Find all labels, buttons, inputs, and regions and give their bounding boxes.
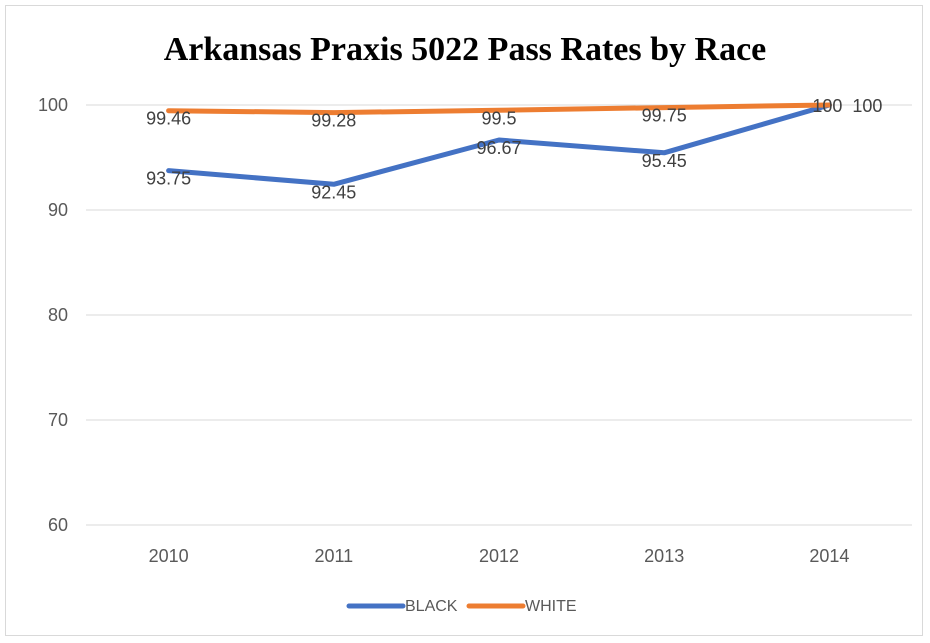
series-line-white <box>166 102 832 116</box>
chart-frame: Arkansas Praxis 5022 Pass Rates by Race … <box>5 5 923 636</box>
legend-label-white: WHITE <box>525 598 577 615</box>
series-line-black <box>166 102 832 187</box>
data-label-white: 99.28 <box>311 111 356 131</box>
data-label-white: 99.46 <box>146 109 191 129</box>
legend: BLACK WHITE <box>346 598 577 615</box>
data-label-white: 100 <box>852 96 882 116</box>
x-tick-label: 2011 <box>314 546 353 566</box>
y-tick-label: 80 <box>48 305 68 325</box>
series-lines <box>166 102 832 187</box>
gridlines <box>86 104 912 526</box>
y-tick-label: 70 <box>48 410 68 430</box>
data-label-black: 93.75 <box>146 169 191 189</box>
data-label-white: 99.5 <box>481 108 516 128</box>
legend-label-black: BLACK <box>405 598 458 615</box>
data-label-black: 100 <box>812 96 842 116</box>
y-tick-label: 60 <box>48 515 68 535</box>
data-label-white: 99.75 <box>642 106 687 126</box>
x-axis-ticks: 2010 2011 2012 2013 2014 <box>149 546 850 566</box>
x-tick-label: 2012 <box>479 546 519 566</box>
y-tick-label: 100 <box>38 95 68 115</box>
chart-title: Arkansas Praxis 5022 Pass Rates by Race <box>164 31 767 68</box>
data-label-black: 96.67 <box>476 138 521 158</box>
x-tick-label: 2010 <box>149 546 189 566</box>
y-axis-ticks: 60 70 80 90 100 <box>38 95 68 535</box>
data-label-black: 95.45 <box>642 151 687 171</box>
y-tick-label: 90 <box>48 200 68 220</box>
x-tick-label: 2014 <box>809 546 849 566</box>
x-tick-label: 2013 <box>644 546 684 566</box>
line-chart: Arkansas Praxis 5022 Pass Rates by Race … <box>38 31 912 615</box>
data-labels: 93.75 92.45 96.67 95.45 100 99.46 99.28 99.5 99.… <box>146 96 882 202</box>
data-label-black: 92.45 <box>311 182 356 202</box>
